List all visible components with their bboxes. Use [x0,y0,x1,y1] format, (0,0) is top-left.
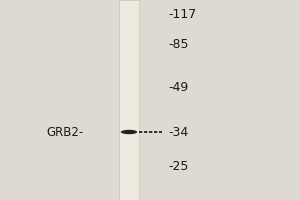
Text: GRB2-: GRB2- [47,126,84,138]
Text: -85: -85 [168,38,188,50]
Text: -117: -117 [168,7,196,21]
Text: -49: -49 [168,81,188,94]
Text: -34: -34 [168,126,188,138]
Text: -25: -25 [168,160,188,172]
Bar [119,0,139,200]
Ellipse shape [121,130,137,134]
